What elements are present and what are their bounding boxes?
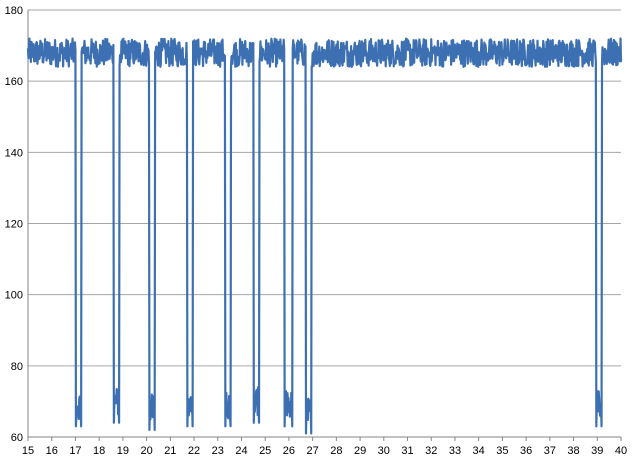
x-tick-label: 36	[520, 445, 532, 457]
y-tick-labels: 60 80 100 120 140 160 180	[5, 5, 23, 444]
x-tick-label: 27	[307, 445, 319, 457]
x-tick-label: 28	[330, 445, 342, 457]
x-tick-label: 19	[117, 445, 129, 457]
x-tick-label: 35	[496, 445, 508, 457]
gridlines	[28, 9, 621, 367]
y-tick-label: 120	[5, 219, 23, 231]
y-tick-label: 140	[5, 147, 23, 159]
x-tick-label: 21	[164, 445, 176, 457]
series	[26, 37, 623, 435]
x-tick-label: 20	[140, 445, 152, 457]
x-tick-label: 26	[283, 445, 295, 457]
x-tick-label: 38	[567, 445, 579, 457]
axes	[27, 10, 622, 441]
x-tick-label: 30	[378, 445, 390, 457]
x-tick-labels: 15 16 17 18 19 20 21 22 23 24 25 26 27 28 29 30 31 32 33 34…	[22, 445, 627, 457]
x-tick-label: 16	[46, 445, 58, 457]
x-tick-label: 31	[401, 445, 413, 457]
y-tick-label: 100	[5, 290, 23, 302]
x-tick-label: 37	[544, 445, 556, 457]
x-tick-label: 39	[591, 445, 603, 457]
y-tick-label: 60	[11, 432, 23, 444]
x-tick-label: 34	[473, 445, 485, 457]
x-tick-label: 23	[212, 445, 224, 457]
y-tick-label: 80	[11, 361, 23, 373]
x-tick-label: 22	[188, 445, 200, 457]
x-tick-label: 24	[235, 445, 247, 457]
y-tick-label: 180	[5, 5, 23, 17]
x-tick-label: 15	[22, 445, 34, 457]
x-tick-label: 40	[615, 445, 627, 457]
x-tick-label: 29	[354, 445, 366, 457]
x-tick-label: 32	[425, 445, 437, 457]
y-tick-label: 160	[5, 76, 23, 88]
x-tick-label: 25	[259, 445, 271, 457]
series-line	[26, 37, 623, 435]
x-tick-label: 17	[69, 445, 81, 457]
x-tick-label: 33	[449, 445, 461, 457]
x-tick-label: 18	[93, 445, 105, 457]
